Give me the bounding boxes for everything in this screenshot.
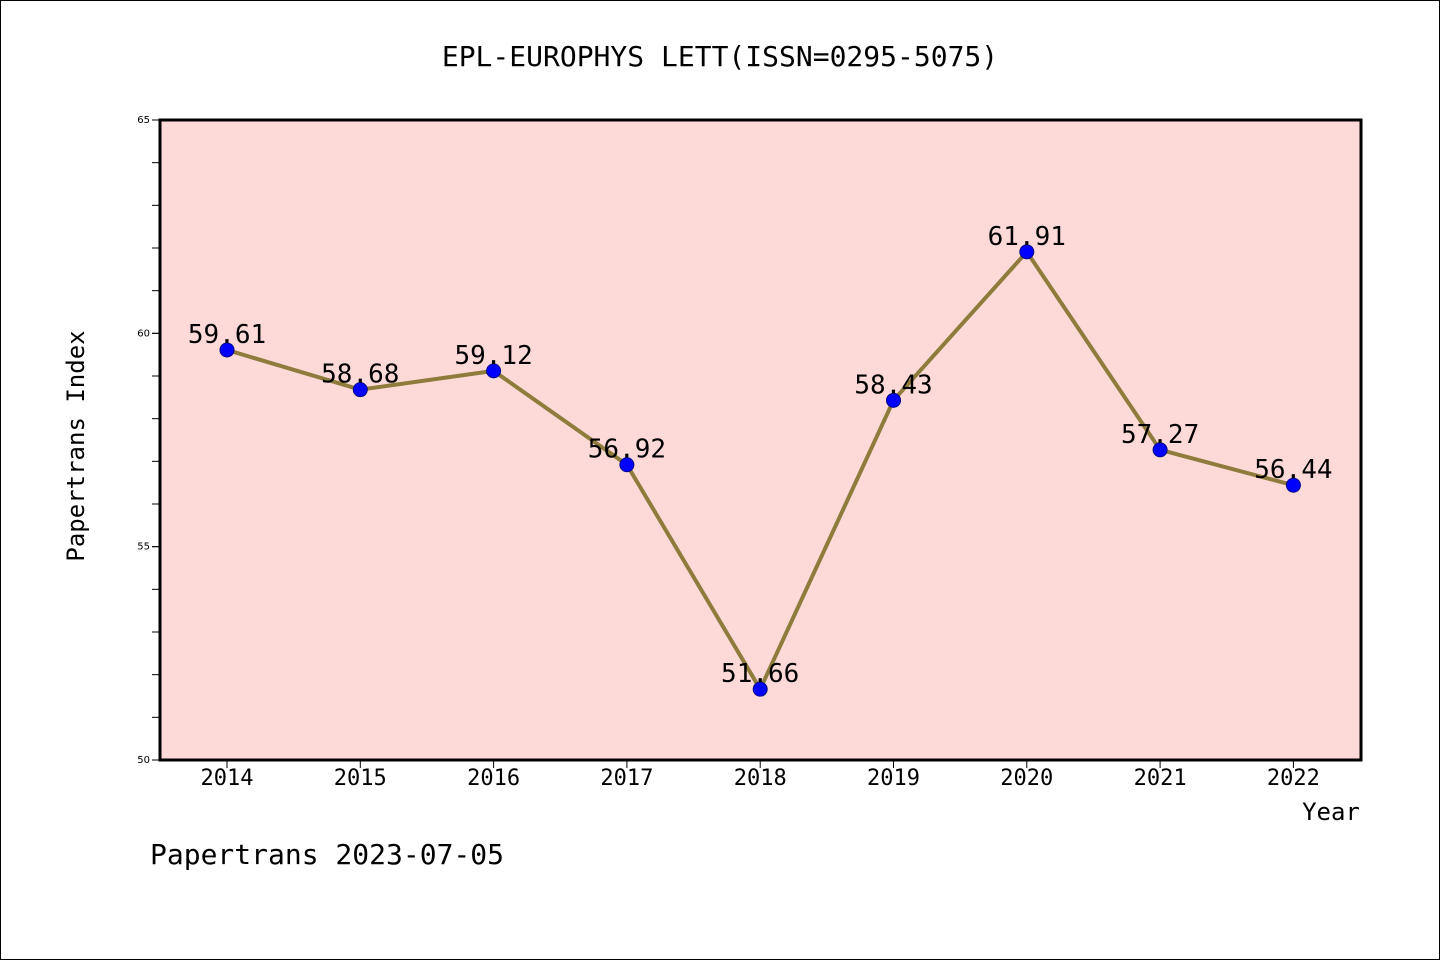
data-value-label: 58.43 bbox=[854, 370, 932, 400]
x-tick-label: 2014 bbox=[201, 766, 254, 791]
y-axis-label: Papertrans Index bbox=[62, 330, 90, 561]
y-tick-label: 50 bbox=[137, 755, 150, 766]
x-tick-label: 2022 bbox=[1267, 766, 1320, 791]
x-tick-label: 2018 bbox=[734, 766, 787, 791]
y-tick-label: 55 bbox=[137, 542, 150, 553]
data-point bbox=[752, 681, 768, 697]
x-axis-ticks: 2014 2015 2016 2017 2018 2019 2020 2021 2022 bbox=[201, 760, 1320, 791]
data-value-label: 51.66 bbox=[721, 659, 799, 689]
footer-text: Papertrans 2023-07-05 bbox=[150, 838, 504, 871]
data-point bbox=[352, 382, 368, 398]
data-point bbox=[1285, 477, 1301, 493]
x-tick-label: 2019 bbox=[867, 766, 920, 791]
x-tick-label: 2020 bbox=[1000, 766, 1053, 791]
data-value-label: 56.92 bbox=[588, 435, 666, 465]
x-tick-label: 2017 bbox=[600, 766, 653, 791]
data-value-label: 61.91 bbox=[988, 222, 1066, 252]
data-point bbox=[219, 342, 235, 358]
data-value-label: 56.44 bbox=[1254, 455, 1332, 485]
data-point bbox=[486, 363, 502, 379]
data-point bbox=[1152, 442, 1168, 458]
data-point bbox=[1019, 244, 1035, 260]
data-value-label: 59.12 bbox=[454, 341, 532, 371]
data-point bbox=[886, 392, 901, 408]
data-markers bbox=[219, 244, 1301, 697]
x-tick-label: 2015 bbox=[334, 766, 387, 791]
data-value-label: 57.27 bbox=[1121, 420, 1199, 450]
x-tick-label: 2016 bbox=[467, 766, 520, 791]
x-tick-label: 2021 bbox=[1134, 766, 1187, 791]
chart-title: EPL-EUROPHYS LETT(ISSN=0295-5075) bbox=[442, 40, 998, 73]
data-labels: 59.61 58.68 59.12 56.92 51.66 58.43 61.91 57.27… bbox=[188, 222, 1333, 689]
plot-area bbox=[158, 118, 1363, 762]
y-tick-label: 60 bbox=[137, 328, 150, 339]
x-axis-label: Year bbox=[1302, 798, 1360, 826]
data-point bbox=[619, 457, 635, 473]
data-value-label: 59.61 bbox=[188, 320, 266, 350]
y-axis-ticks: 50 55 60 65 bbox=[137, 115, 160, 766]
data-value-label: 58.68 bbox=[321, 360, 399, 390]
y-tick-label: 65 bbox=[137, 115, 150, 126]
